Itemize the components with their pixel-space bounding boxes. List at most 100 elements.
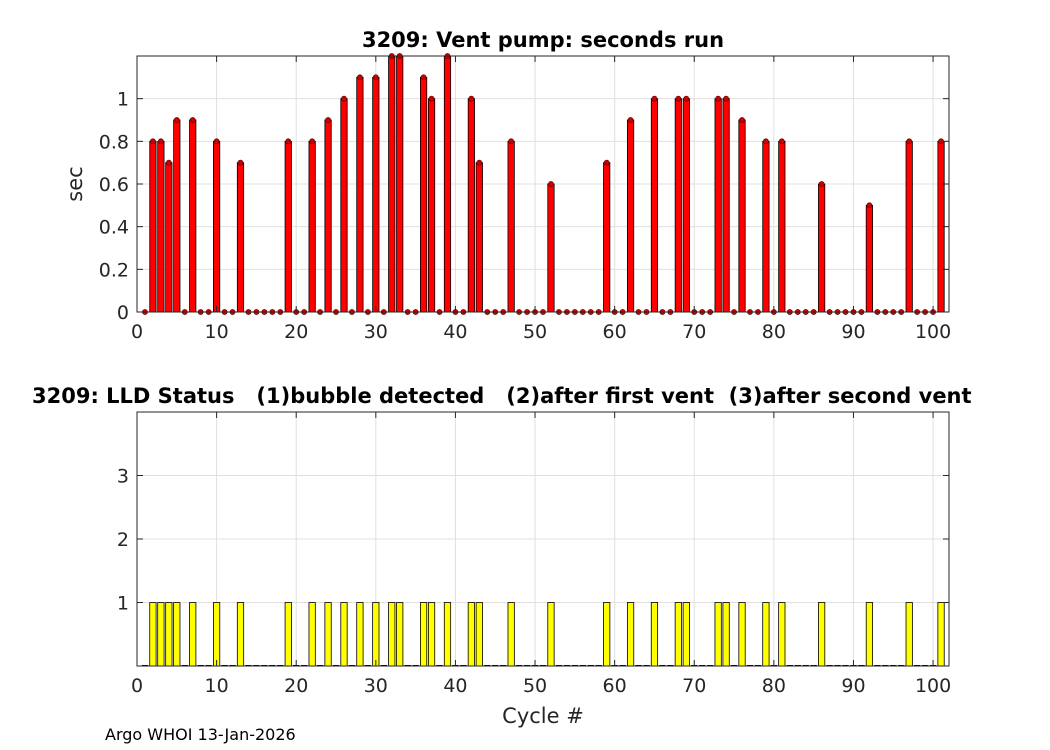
bar: [682, 98, 690, 313]
bar: [443, 602, 452, 667]
bar: [157, 602, 165, 667]
bar: [650, 98, 659, 313]
bar: [626, 602, 635, 667]
bar: [324, 119, 332, 313]
bar: [714, 98, 722, 313]
bar: [762, 140, 770, 313]
bar: [149, 602, 157, 667]
chart-lld-status: 0 10 20 30 40 50 60 70 80 90 100 1 2 3 3209: LLD Statu…: [32, 384, 972, 728]
data-point: [818, 181, 825, 187]
x-tick-label: 50: [523, 321, 547, 343]
bar: [762, 602, 770, 667]
bar: [284, 140, 292, 313]
data-point: [372, 74, 379, 81]
bar: [603, 162, 611, 313]
bar: [778, 140, 786, 313]
x-tick-label: 80: [762, 675, 786, 697]
bar: [937, 602, 945, 667]
bar: [674, 602, 682, 667]
bar: [467, 98, 475, 313]
chart-vent-pump: 0 10 20 30 40 50 60 70 80 90 100 0 0.2 0.4 0.6 0.8 1 3209…: [63, 28, 951, 343]
data-point: [683, 95, 690, 102]
data-point: [603, 159, 610, 166]
bar: [236, 162, 245, 313]
data-point: [675, 95, 682, 102]
x-tick-label: 10: [205, 675, 229, 697]
data-point: [651, 95, 658, 102]
data-point: [165, 159, 172, 166]
data-point: [723, 95, 729, 102]
bar: [443, 55, 452, 313]
bar: [420, 602, 428, 667]
x-tick-label: 10: [205, 321, 229, 343]
bar: [905, 140, 913, 313]
data-point: [739, 117, 745, 123]
data-point: [866, 202, 873, 209]
data-point: [476, 159, 483, 166]
x-tick-label: 100: [915, 675, 951, 697]
bar: [165, 162, 173, 313]
x-tick-label: 100: [915, 321, 951, 343]
bar: [905, 602, 913, 667]
data-point: [468, 95, 475, 102]
bar: [722, 98, 730, 313]
chart-title: 3209: LLD Status (1)bubble detected (2)a…: [32, 384, 972, 408]
bar: [547, 183, 555, 313]
bar: [818, 602, 826, 667]
bar: [427, 602, 436, 667]
bar: [818, 183, 826, 313]
bar: [475, 162, 483, 313]
bar: [213, 602, 221, 667]
bar: [284, 602, 292, 667]
bar: [165, 602, 173, 667]
bar: [626, 119, 635, 313]
x-tick-label: 20: [284, 675, 308, 697]
bar: [189, 602, 197, 667]
data-point: [237, 159, 244, 166]
bar: [173, 602, 181, 667]
data-point: [548, 181, 554, 187]
data-point: [906, 138, 913, 145]
bar: [603, 602, 611, 667]
bar: [388, 55, 396, 313]
bar: [356, 602, 364, 667]
x-tick-label: 30: [364, 321, 388, 343]
bar: [547, 602, 555, 667]
bar: [467, 602, 475, 667]
bar: [674, 98, 682, 313]
data-point: [325, 117, 331, 123]
bar: [420, 76, 428, 313]
bar: [427, 98, 436, 313]
data-point: [357, 74, 363, 81]
x-tick-label: 90: [841, 675, 865, 697]
data-point: [428, 95, 435, 102]
x-tick-label: 70: [682, 321, 706, 343]
y-tick-label: 2: [117, 529, 129, 551]
bar: [236, 602, 245, 667]
bar: [388, 602, 396, 667]
data-point: [173, 117, 180, 123]
data-point: [341, 95, 347, 102]
bar: [475, 602, 483, 667]
data-point: [309, 138, 316, 145]
bar: [507, 140, 515, 313]
bar: [340, 602, 348, 667]
x-tick-label: 60: [603, 675, 627, 697]
data-point: [157, 138, 164, 145]
x-tick-label: 40: [443, 321, 467, 343]
footer-credit: Argo WHOI 13-Jan-2026: [105, 725, 296, 744]
x-tick-label: 70: [682, 675, 706, 697]
data-point: [627, 117, 634, 123]
bar: [865, 204, 873, 313]
bar: [865, 602, 873, 667]
data-point: [189, 117, 196, 123]
bar: [308, 140, 316, 313]
x-axis-label: Cycle #: [502, 704, 584, 728]
bar: [356, 76, 364, 313]
bar: [738, 602, 746, 667]
data-point: [763, 138, 769, 145]
bar: [507, 602, 515, 667]
chart-title: 3209: Vent pump: seconds run: [362, 28, 724, 52]
y-tick-label: 0.2: [99, 259, 129, 281]
